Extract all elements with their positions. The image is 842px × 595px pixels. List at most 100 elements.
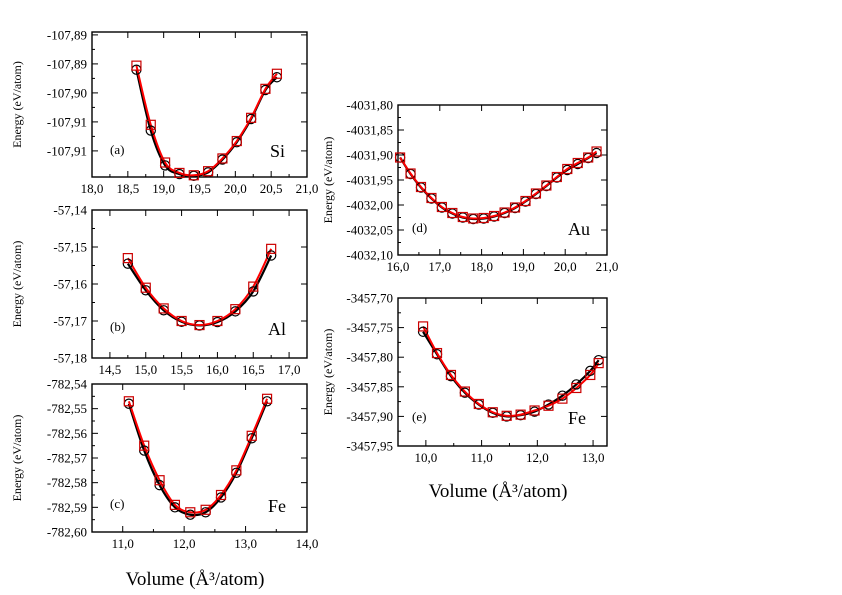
data-point-square [169,499,181,510]
data-point-square [160,157,171,168]
data-point-square [261,393,273,404]
x-axis-label-right: Volume (Å³/atom) [429,481,568,502]
y-tick-label: -782,60 [47,525,87,540]
data-point-square [122,253,133,264]
panel-label: (d) [412,220,427,235]
data-point-square [123,396,134,407]
y-tick-label: -782,55 [47,401,87,416]
data-point-square [591,146,602,157]
data-point-square [154,475,165,486]
data-point-square [188,170,199,181]
data-point-square [572,157,583,169]
y-tick-label: -782,58 [47,475,87,490]
y-axis-label: Energy (eV/atom) [10,61,24,148]
data-point-square [266,243,277,254]
data-point-square [174,167,185,179]
data-point-circle [417,326,429,337]
data-point-square [541,180,552,191]
data-point-square [583,152,594,163]
panel-au: 16,0 17,0 18,0 19,0 20,0 21,0 -4031,80 -4031,85… [321,98,618,275]
x-tick-label: 16,5 [242,362,265,377]
element-label: Au [568,219,590,239]
y-tick-label: -4031,95 [346,173,393,188]
panel-fe1: 11,0 12,0 13,0 14,0 -782,54 -782,55 -782,56 -78… [10,377,318,552]
data-point-square [445,369,457,381]
data-point-square [543,400,554,411]
y-tick-label: -4032,05 [346,223,393,238]
panel-si: 18,0 18,5 19,0 19,5 20,0 20,5 21,0 -107,89 -107,… [10,27,318,196]
data-point-square [515,409,526,420]
element-label: Fe [268,496,286,516]
y-tick-label: -4031,80 [346,98,393,113]
data-point-square [194,319,205,331]
panel-fe2: 10,0 11,0 12,0 13,0 -3457,70 -3457,75 -3457,80… [321,291,608,465]
data-point-square [489,210,500,222]
data-point-square [405,168,416,179]
data-point-square [509,202,521,213]
element-label: Si [270,141,285,161]
data-point-square [203,166,214,177]
x-tick-label: 16,0 [387,259,410,274]
x-tick-label: 19,0 [512,259,535,274]
series-line-red [399,150,598,220]
x-tick-label: 12,0 [173,536,196,551]
data-point-square [436,201,447,213]
data-point-square [260,83,271,94]
x-tick-label: 18,0 [81,181,104,196]
series-line-red [127,398,268,514]
x-axis-label-left: Volume (Å³/atom) [126,569,265,590]
x-tick-label: 18,5 [116,181,139,196]
y-axis-label: Energy (eV/atom) [10,415,24,502]
data-point-square [131,60,142,71]
data-point-square [447,207,458,219]
y-tick-label: -782,57 [47,451,88,466]
series-line-red [422,325,600,417]
data-point-circle [265,250,277,261]
y-tick-label: -782,56 [47,426,88,441]
y-tick-label: -782,54 [47,377,88,392]
y-tick-label: -3457,70 [346,291,393,306]
data-point-square [246,430,257,441]
element-label: Al [268,319,286,339]
data-point-square [478,212,489,224]
data-point-square [459,386,470,397]
element-label: Fe [568,408,586,428]
y-tick-label: -4032,00 [346,198,393,213]
data-point-square [176,315,187,327]
x-tick-label: 11,0 [112,536,134,551]
data-point-square [230,304,241,315]
data-point-square [468,213,479,224]
data-point-square [212,315,223,327]
y-tick-label: -4031,90 [346,148,393,163]
data-point-square [200,504,211,515]
data-point-square [457,211,468,223]
x-tick-label: 21,0 [296,181,319,196]
series-line-black [399,152,598,221]
data-point-square [145,119,156,130]
y-tick-label: -107,91 [47,143,87,158]
data-point-square [217,153,228,164]
data-point-square [499,207,510,218]
x-tick-label: 20,5 [260,181,283,196]
y-tick-label: -3457,90 [346,409,393,424]
x-tick-label: 15,5 [170,362,193,377]
x-tick-label: 15,0 [134,362,157,377]
y-tick-label: -3457,95 [346,439,393,454]
x-tick-label: 16,0 [206,362,229,377]
series-line-red [126,248,273,327]
data-point-square [501,410,512,421]
y-tick-label: -4031,85 [346,123,393,138]
data-point-square [571,382,582,394]
panel-label: (b) [110,319,125,334]
panel-al: 14,5 15,0 15,5 16,0 16,5 17,0 -57,14 -57,15 -57,… [10,203,308,377]
y-tick-label: -107,91 [47,114,87,129]
y-tick-label: -57,14 [53,203,87,218]
data-point-square [415,181,427,193]
series-line-red [135,65,278,177]
x-tick-label: 14,5 [99,362,122,377]
x-tick-label: 17,0 [428,259,451,274]
panel-label: (e) [412,409,426,424]
x-tick-label: 10,0 [414,450,437,465]
x-tick-label: 13,0 [582,450,605,465]
